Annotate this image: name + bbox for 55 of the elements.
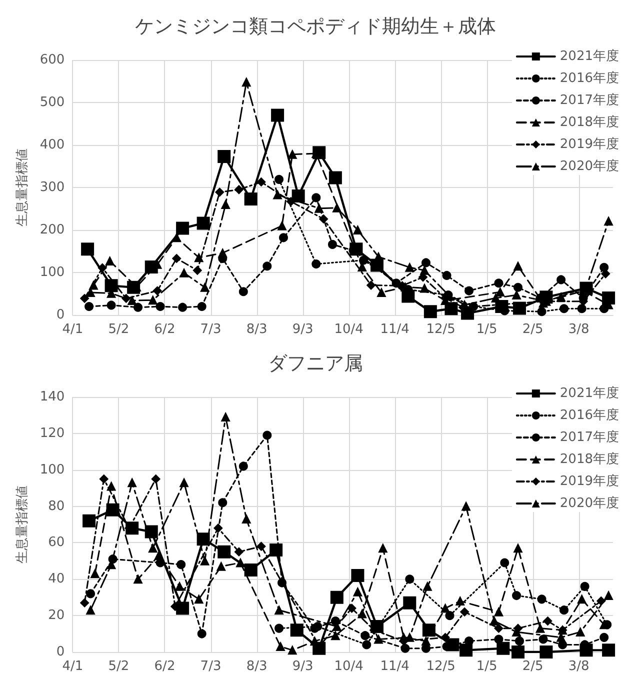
x-tick-label: 2/5 bbox=[522, 659, 544, 674]
x-tick-label: 12/5 bbox=[426, 659, 456, 674]
x-tick-label: 9/3 bbox=[292, 659, 314, 674]
x-tick-label: 7/3 bbox=[200, 659, 222, 674]
y-tick-label: 500 bbox=[40, 95, 65, 110]
x-tick-label: 8/3 bbox=[246, 322, 268, 337]
x-tick-label: 5/2 bbox=[108, 659, 130, 674]
legend-label: 2020年度 bbox=[560, 495, 620, 511]
y-tick-label: 120 bbox=[40, 426, 65, 441]
chart-title: ケンミジンコ類コペポディド期幼生＋成体 bbox=[135, 16, 496, 38]
y-tick-label: 40 bbox=[48, 572, 65, 587]
x-tick-label: 12/5 bbox=[426, 322, 456, 337]
legend-label: 2018年度 bbox=[560, 114, 620, 130]
y-tick-label: 140 bbox=[40, 390, 65, 404]
x-tick-label: 2/5 bbox=[522, 322, 544, 337]
x-tick-label: 1/5 bbox=[476, 659, 498, 674]
x-tick-label: 6/2 bbox=[154, 659, 176, 674]
y-tick-label: 400 bbox=[40, 138, 65, 152]
x-tick-label: 7/3 bbox=[200, 322, 222, 337]
x-tick-label: 10/4 bbox=[334, 659, 364, 674]
y-tick-label: 0 bbox=[56, 644, 65, 660]
x-tick-label: 1/5 bbox=[476, 322, 498, 337]
legend-label: 2019年度 bbox=[560, 473, 620, 489]
chart-title: ダフニア属 bbox=[268, 352, 363, 374]
legend-label: 2017年度 bbox=[560, 92, 620, 108]
x-tick-label: 11/4 bbox=[380, 659, 410, 674]
y-tick-label: 200 bbox=[40, 222, 65, 238]
x-tick-label: 9/3 bbox=[292, 322, 314, 337]
x-tick-label: 5/2 bbox=[108, 322, 130, 337]
legend-label: 2021年度 bbox=[560, 48, 620, 64]
x-tick-label: 4/1 bbox=[62, 322, 84, 337]
legend-label: 2018年度 bbox=[560, 451, 620, 467]
legend-label: 2016年度 bbox=[560, 70, 620, 86]
y-tick-label: 100 bbox=[40, 265, 65, 280]
y-axis-title: 生息量指標値 bbox=[15, 148, 30, 226]
y-tick-label: 300 bbox=[40, 180, 65, 195]
y-tick-label: 60 bbox=[48, 535, 65, 550]
legend-label: 2019年度 bbox=[560, 136, 620, 152]
y-tick-label: 0 bbox=[56, 308, 65, 322]
legend-label: 2020年度 bbox=[560, 158, 620, 174]
y-tick-label: 20 bbox=[48, 608, 65, 624]
x-tick-label: 6/2 bbox=[154, 322, 176, 337]
y-tick-label: 80 bbox=[48, 498, 65, 514]
x-tick-label: 3/8 bbox=[568, 659, 590, 674]
y-tick-label: 100 bbox=[40, 462, 65, 478]
x-tick-label: 11/4 bbox=[380, 322, 410, 337]
legend-label: 2021年度 bbox=[560, 385, 620, 401]
legend-label: 2016年度 bbox=[560, 407, 620, 423]
legend-label: 2017年度 bbox=[560, 429, 620, 445]
y-axis-title: 生息量指標値 bbox=[15, 486, 30, 564]
x-tick-label: 10/4 bbox=[334, 322, 364, 337]
x-tick-label: 3/8 bbox=[568, 322, 590, 337]
y-tick-label: 600 bbox=[40, 52, 65, 68]
x-tick-label: 4/1 bbox=[62, 659, 84, 674]
x-tick-label: 8/3 bbox=[246, 659, 268, 674]
